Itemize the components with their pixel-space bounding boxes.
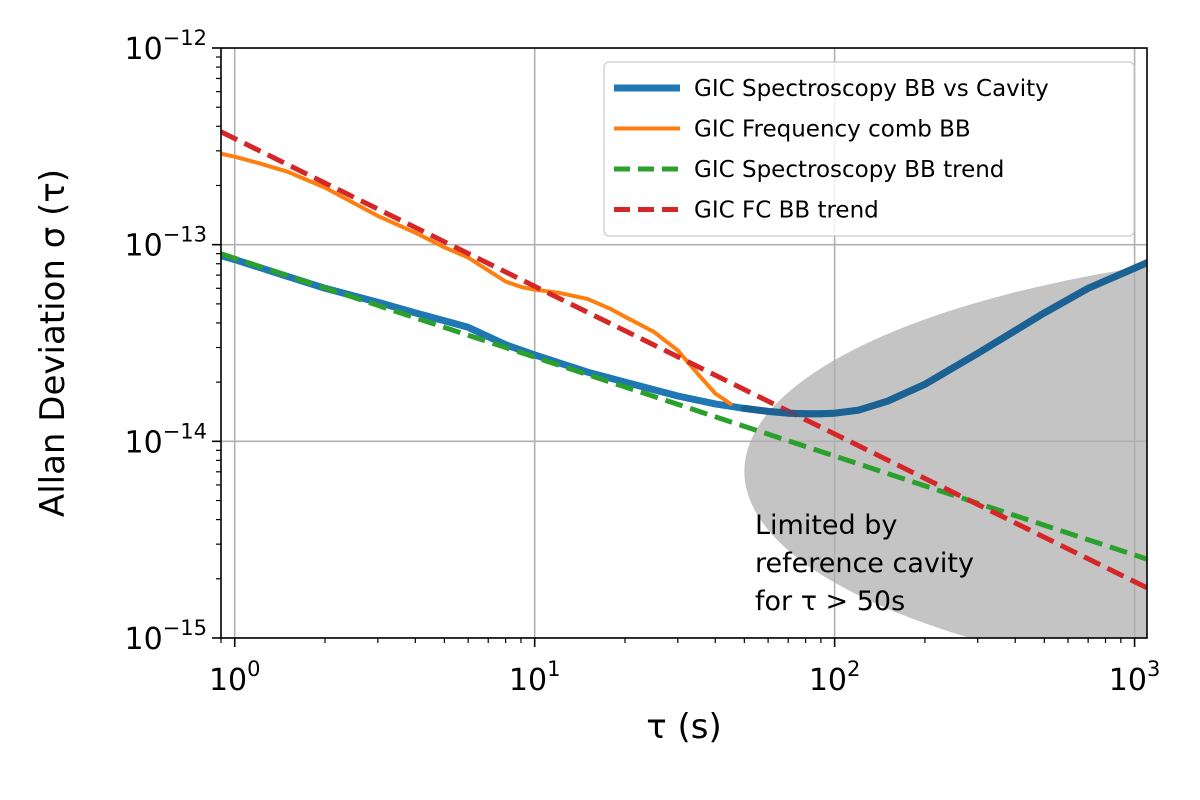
x-tick-label: 102: [809, 657, 861, 698]
legend-label-2: GIC Frequency comb BB: [694, 117, 971, 143]
cavity-limit-annotation-line: for τ > 50s: [755, 586, 905, 617]
series-line-2: [221, 151, 733, 406]
cavity-limit-annotation-line: reference cavity: [755, 548, 974, 579]
series-line-1-shaded-part: [740, 259, 1147, 418]
series-line-3: [221, 251, 1147, 562]
legend-box: [603, 61, 1135, 237]
cavity-limit-annotation-line: Limited by: [755, 510, 897, 541]
legend-label-4: GIC FC BB trend: [694, 198, 879, 224]
x-tick-label: 101: [509, 657, 561, 698]
cavity-limited-region: [744, 266, 1147, 638]
y-tick-label: 10−14: [124, 419, 207, 460]
series-line-4: [221, 129, 1147, 591]
y-tick-label: 10−12: [124, 26, 207, 67]
x-tick-label: 103: [1109, 657, 1161, 698]
y-tick-label: 10−13: [124, 223, 207, 264]
y-axis-title: Allan Deviation σ (τ): [33, 169, 73, 517]
legend-label-1: GIC Spectroscopy BB vs Cavity: [694, 76, 1049, 102]
x-axis-title: τ (s): [646, 707, 722, 747]
y-tick-label: 10−15: [124, 616, 207, 657]
x-tick-label: 100: [209, 657, 261, 698]
legend-label-3: GIC Spectroscopy BB trend: [694, 157, 1004, 183]
plot-frame: [220, 47, 1148, 639]
